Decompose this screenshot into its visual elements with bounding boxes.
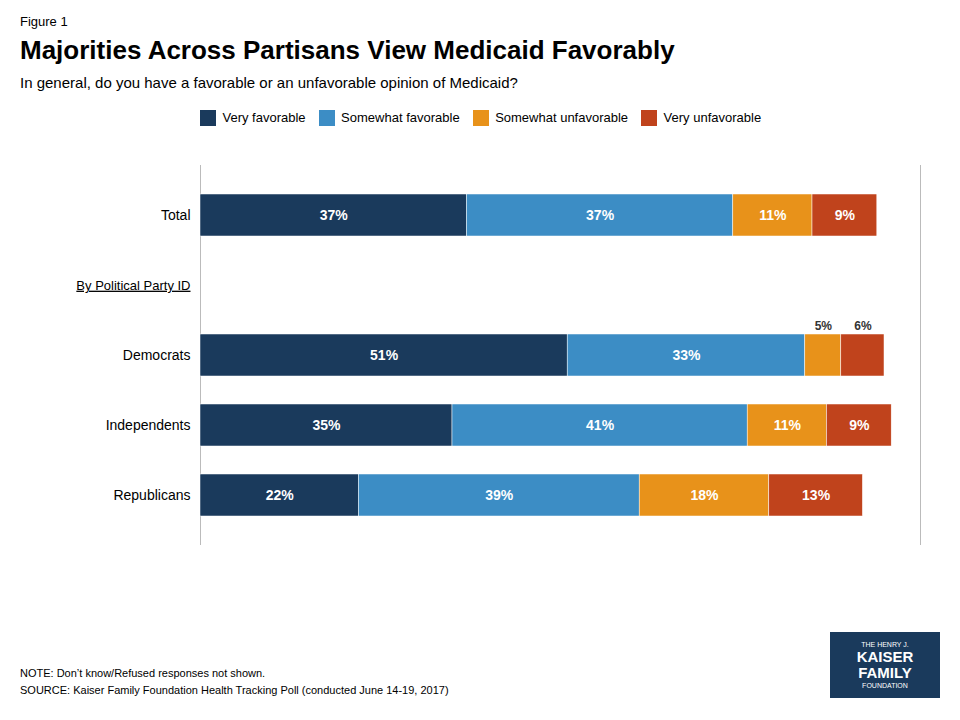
svg-text:Democrats: Democrats xyxy=(123,346,191,362)
svg-text:11%: 11% xyxy=(774,416,802,432)
html-text:KAISER: KAISER xyxy=(856,647,914,665)
svg-text:9%: 9% xyxy=(849,416,870,432)
html-text:Majorities Across Partisans Vi: Majorities Across Partisans View Medicai… xyxy=(20,35,675,65)
svg-text:37%: 37% xyxy=(320,206,349,222)
html-text:FAMILY: FAMILY xyxy=(858,664,912,681)
html-text:SOURCE: Kaiser Family Foundati: SOURCE: Kaiser Family Foundation Health … xyxy=(20,683,449,696)
html-text:Very favorable: Very favorable xyxy=(222,110,306,125)
svg-text:13%: 13% xyxy=(802,486,831,502)
svg-text:11%: 11% xyxy=(759,206,787,222)
html-text:Very unfavorable: Very unfavorable xyxy=(663,110,762,125)
html-text:Somewhat favorable: Somewhat favorable xyxy=(341,110,460,125)
svg-text:Republicans: Republicans xyxy=(113,486,190,502)
svg-text:18%: 18% xyxy=(690,486,719,502)
html-text:FOUNDATION: FOUNDATION xyxy=(862,681,908,689)
html-text:In general, do you have a favo: In general, do you have a favorable or a… xyxy=(20,74,518,91)
svg-text:22%: 22% xyxy=(266,486,295,502)
svg-text:39%: 39% xyxy=(485,486,514,502)
svg-text:5%: 5% xyxy=(815,319,833,333)
svg-text:33%: 33% xyxy=(672,346,701,362)
svg-text:37%: 37% xyxy=(586,206,615,222)
html-text:NOTE: Don’t know/Refused respo: NOTE: Don’t know/Refused responses not s… xyxy=(20,667,266,679)
svg-text:Independents: Independents xyxy=(106,416,191,432)
html-text:THE HENRY J.: THE HENRY J. xyxy=(861,640,909,648)
svg-text:41%: 41% xyxy=(586,416,615,432)
svg-text:6%: 6% xyxy=(854,319,872,333)
svg-text:35%: 35% xyxy=(312,416,341,432)
html-text:Figure 1: Figure 1 xyxy=(20,14,68,29)
svg-text:51%: 51% xyxy=(370,346,399,362)
svg-text:By Political Party ID: By Political Party ID xyxy=(76,277,190,292)
html-text:Somewhat unfavorable: Somewhat unfavorable xyxy=(495,110,629,125)
svg-text:Total: Total xyxy=(161,206,191,222)
svg-text:9%: 9% xyxy=(835,206,856,222)
